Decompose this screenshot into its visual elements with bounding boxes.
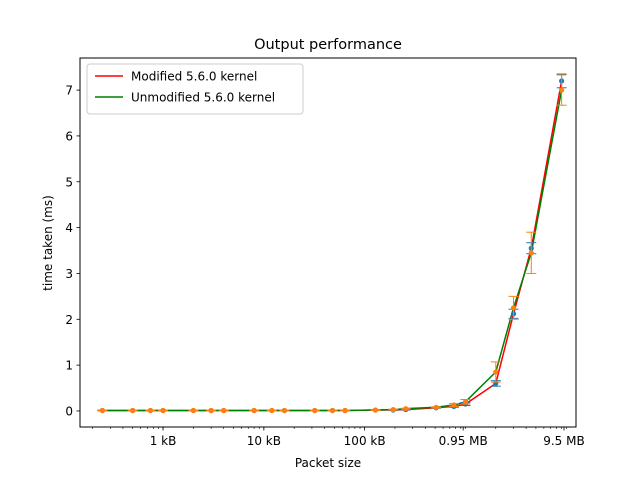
data-point-1 <box>329 407 336 414</box>
plot-background <box>80 58 576 427</box>
chart-title: Output performance <box>254 37 402 53</box>
y-tick-label: 7 <box>65 84 73 98</box>
data-point-1 <box>528 250 534 256</box>
data-point-1 <box>433 404 439 410</box>
y-tick-label: 1 <box>65 359 73 373</box>
x-tick-label: 10 kB <box>247 434 281 448</box>
legend-label-modified: Modified 5.6.0 kernel <box>131 70 257 84</box>
data-point-1 <box>251 407 257 414</box>
data-point-1 <box>403 406 409 412</box>
legend-label-unmodified: Unmodified 5.6.0 kernel <box>131 91 275 105</box>
data-point-1 <box>372 407 379 413</box>
plot-frame <box>79 57 577 428</box>
data-point-1 <box>269 407 275 414</box>
legend: Modified 5.6.0 kernel Unmodified 5.6.0 k… <box>86 63 304 115</box>
y-axis-label: time taken (ms) <box>41 195 55 291</box>
y-tick-label: 6 <box>65 129 73 143</box>
x-tick-label: 1 kB <box>150 434 177 448</box>
data-point-1 <box>130 407 136 414</box>
data-point-1 <box>390 406 396 413</box>
data-point-1 <box>559 87 565 93</box>
x-axis-label: Packet size <box>295 456 361 470</box>
data-point-1 <box>510 305 517 311</box>
y-tick-label: 3 <box>65 267 73 281</box>
y-tick-label: 5 <box>65 175 73 189</box>
x-tick-label: 100 kB <box>344 434 386 448</box>
x-tick-label: 9.5 MB <box>543 434 584 448</box>
x-tick-label: 0.95 MB <box>439 434 488 448</box>
series-layer <box>97 73 567 414</box>
data-point-1 <box>147 407 154 414</box>
plot-area <box>80 58 576 427</box>
data-point-1 <box>190 407 196 414</box>
y-tick-label: 0 <box>65 404 73 418</box>
data-point-1 <box>99 407 105 414</box>
data-point-1 <box>493 369 499 375</box>
data-point-1 <box>451 402 457 408</box>
data-point-1 <box>462 399 469 405</box>
y-tick-label: 2 <box>65 313 73 327</box>
data-point-1 <box>281 407 288 414</box>
legend-box <box>86 63 304 115</box>
data-point-1 <box>160 407 166 414</box>
y-tick-label: 4 <box>65 221 73 235</box>
data-point-1 <box>342 407 348 414</box>
data-point-1 <box>312 407 318 414</box>
data-point-1 <box>208 407 214 414</box>
axes-layer: 0 1 2 3 4 5 6 7 1 kB 10 kB 100 kB 0.95 MB 9.5 MB <box>65 57 585 448</box>
data-point-1 <box>221 407 227 414</box>
